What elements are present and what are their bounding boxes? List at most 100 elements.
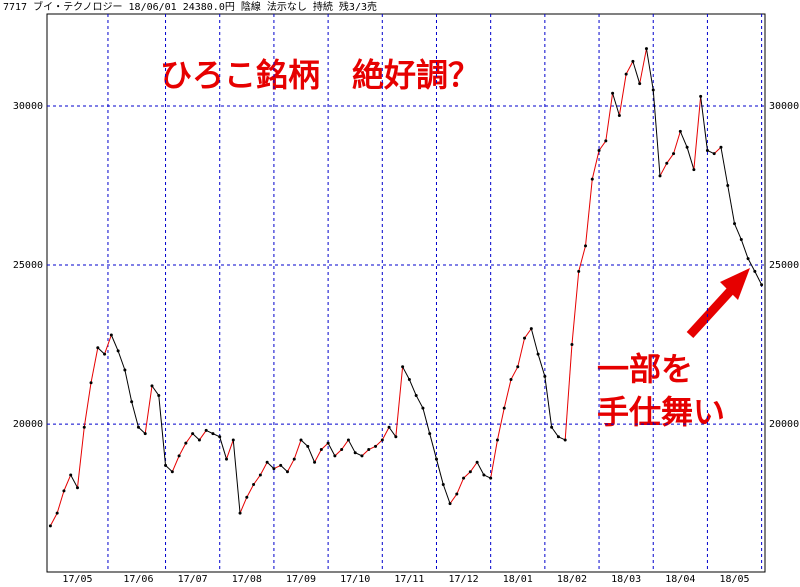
price-point — [136, 425, 140, 429]
price-segment — [232, 439, 241, 514]
price-segment — [327, 442, 336, 457]
plot-frame — [46, 13, 766, 573]
price-point — [502, 406, 506, 410]
price-point — [584, 244, 587, 248]
price-segment — [287, 458, 295, 473]
price-point — [516, 365, 520, 369]
price-segment — [679, 131, 688, 148]
price-segment — [530, 328, 539, 355]
price-point — [292, 457, 296, 461]
price-segment — [700, 96, 708, 151]
price-segment — [490, 439, 498, 479]
chart-title: ひろこ銘柄 絶好調？ — [160, 56, 480, 94]
price-point — [468, 470, 472, 474]
x-tick-label: 17/09 — [286, 574, 316, 585]
price-segment — [144, 385, 153, 434]
price-point — [346, 438, 350, 442]
price-point — [258, 473, 262, 477]
price-point — [380, 438, 384, 442]
price-point — [367, 448, 371, 452]
price-segment — [259, 462, 268, 476]
arrow-shaft — [686, 284, 737, 339]
price-point — [597, 148, 601, 152]
price-point — [340, 448, 344, 452]
price-segment — [90, 347, 99, 383]
price-segment — [524, 328, 532, 339]
price-segment — [347, 439, 356, 453]
price-segment — [131, 401, 139, 428]
price-point — [204, 428, 208, 432]
price-segment — [104, 334, 112, 355]
price-point — [414, 393, 418, 397]
price-point — [611, 91, 615, 95]
price-point — [191, 432, 195, 436]
price-point — [109, 333, 113, 337]
price-segment — [415, 395, 424, 409]
price-point — [746, 257, 750, 261]
price-point — [739, 238, 743, 242]
price-point — [89, 381, 93, 385]
price-point — [543, 374, 547, 378]
price-segment — [510, 366, 519, 380]
price-segment — [408, 379, 417, 396]
price-segment — [70, 474, 78, 488]
price-segment — [564, 344, 573, 441]
price-point — [482, 473, 486, 477]
x-tick-label: 17/07 — [178, 574, 208, 585]
price-segment — [138, 426, 146, 434]
price-segment — [435, 458, 444, 485]
price-point — [523, 336, 527, 340]
price-segment — [591, 150, 600, 180]
price-point — [123, 368, 127, 372]
price-segment — [226, 439, 234, 460]
price-point — [604, 139, 608, 143]
x-tick-label: 17/12 — [449, 574, 479, 585]
x-tick-label: 17/08 — [232, 574, 262, 585]
price-segment — [49, 512, 58, 527]
price-point — [509, 378, 513, 382]
price-segment — [469, 461, 478, 473]
y-tick-label: 25000 — [769, 260, 799, 271]
price-segment — [571, 271, 580, 345]
price-point — [631, 59, 635, 63]
price-segment — [280, 465, 288, 473]
price-point — [69, 473, 73, 477]
price-point — [360, 454, 364, 458]
price-point — [184, 441, 188, 445]
price-segment — [673, 131, 681, 154]
x-tick-label: 18/02 — [557, 574, 587, 585]
price-point — [495, 438, 499, 442]
price-point — [157, 393, 161, 397]
price-segment — [76, 427, 85, 488]
price-point — [272, 467, 276, 471]
price-segment — [585, 179, 593, 246]
price-point — [590, 177, 594, 181]
x-tick-label: 18/04 — [665, 574, 695, 585]
price-segment — [110, 334, 119, 352]
price-point — [570, 343, 574, 347]
price-point — [374, 444, 378, 448]
price-segment — [686, 147, 695, 170]
price-segment — [456, 477, 465, 495]
price-segment — [463, 471, 471, 479]
y-tick-label: 20000 — [13, 419, 43, 430]
price-segment — [246, 484, 255, 498]
x-tick-label: 18/03 — [611, 574, 641, 585]
price-point — [306, 444, 310, 448]
price-point — [313, 460, 317, 464]
price-point — [434, 457, 438, 461]
price-segment — [605, 93, 614, 142]
price-point — [658, 174, 662, 178]
price-segment — [165, 465, 173, 473]
price-point — [556, 435, 560, 439]
x-tick-label: 18/01 — [503, 574, 533, 585]
price-segment — [612, 93, 620, 116]
price-segment — [639, 48, 647, 84]
price-point — [279, 463, 283, 467]
price-point — [62, 489, 66, 493]
price-segment — [402, 366, 410, 380]
price-point — [644, 47, 648, 51]
price-point — [692, 168, 696, 172]
price-segment — [63, 474, 72, 492]
price-point — [407, 378, 411, 382]
